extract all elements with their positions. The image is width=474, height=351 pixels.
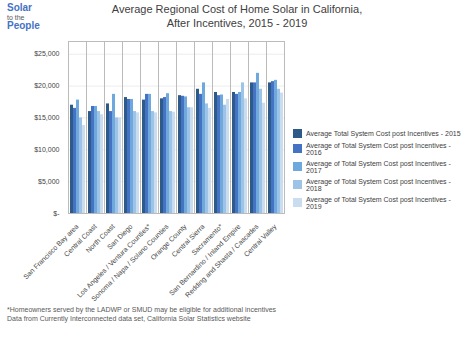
svg-text:Orange County: Orange County xyxy=(149,222,188,262)
svg-text:$-: $- xyxy=(53,210,60,217)
html-text:Average of Total System Cost p: Average of Total System Cost post Incent… xyxy=(306,159,451,174)
svg-text:$15,000: $15,000 xyxy=(34,114,59,121)
html-text:to the: to the xyxy=(7,13,25,21)
html-text:Average Total System Cost post: Average Total System Cost post Incentive… xyxy=(306,129,461,137)
html-text:Average of Total System Cost p: Average of Total System Cost post Incent… xyxy=(306,177,451,192)
svg-text:Sonoma / Napa / Solano Countie: Sonoma / Napa / Solano Counties xyxy=(90,222,171,303)
html-text:Data from Currently Interconne: Data from Currently Interconnected data … xyxy=(7,315,251,323)
svg-text:San Bernardino / Inland Empire: San Bernardino / Inland Empire xyxy=(168,223,243,298)
svg-text:North Coast: North Coast xyxy=(84,222,116,254)
html-text:People: People xyxy=(7,19,40,31)
svg-text:Central Valley: Central Valley xyxy=(242,222,278,258)
svg-text:Central Coast: Central Coast xyxy=(62,222,98,258)
svg-text:$25,000: $25,000 xyxy=(34,50,59,57)
svg-text:San Francisco Bay area: San Francisco Bay area xyxy=(22,222,80,281)
svg-text:$5,000: $5,000 xyxy=(38,178,60,185)
svg-text:$10,000: $10,000 xyxy=(34,146,59,153)
html-text:*Homeowners served by the LADW: *Homeowners served by the LADWP or SMUD … xyxy=(7,306,277,313)
svg-text:Central Sierra: Central Sierra xyxy=(170,222,206,259)
svg-text:Redding and Shasta / Cascades: Redding and Shasta / Cascades xyxy=(184,222,261,299)
html-text:Average of Total System Cost p: Average of Total System Cost post Incent… xyxy=(306,195,451,210)
html-text:Average of Total System Cost p: Average of Total System Cost post Incent… xyxy=(306,141,451,156)
svg-text:Sacramento*: Sacramento* xyxy=(190,222,224,257)
html-text:Average Regional Cost of Home: Average Regional Cost of Home Solar in C… xyxy=(111,3,363,29)
html-text:Solar: Solar xyxy=(7,2,32,13)
svg-text:$20,000: $20,000 xyxy=(34,82,59,89)
svg-text:Los Angeles / Ventura Counties: Los Angeles / Ventura Counties* xyxy=(76,222,153,299)
svg-text:San Diego: San Diego xyxy=(105,222,134,251)
